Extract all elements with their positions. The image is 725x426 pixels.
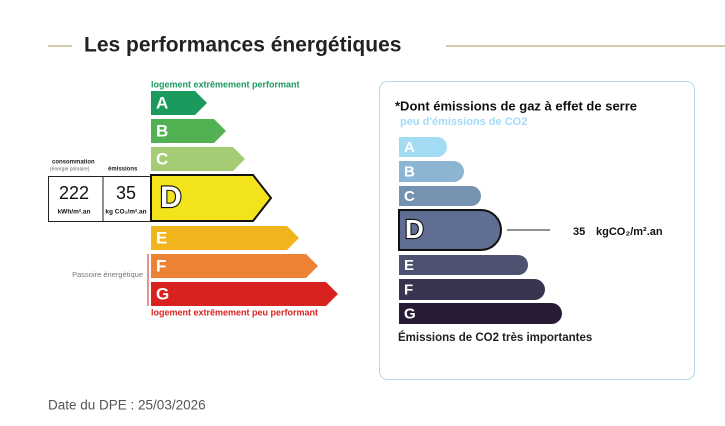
energy-grade-bar xyxy=(150,174,273,222)
ghg-top-label: peu d'émissions de CO2 xyxy=(400,116,527,128)
ghg-grade-bar xyxy=(399,303,562,324)
energy-grade-bar xyxy=(151,282,338,306)
consumption-value: 222 xyxy=(59,183,89,203)
values-box xyxy=(48,176,152,222)
ghg-grade-letter: A xyxy=(404,139,415,156)
energy-bottom-label: logement extrêmement peu performant xyxy=(151,307,318,317)
consumption-unit: kWh/m².an xyxy=(58,209,91,216)
ghg-grade-letter: D xyxy=(405,214,424,244)
energy-grade-bar xyxy=(151,119,226,143)
energy-grade-letter: F xyxy=(156,256,166,275)
ghg-grade-bar xyxy=(399,161,464,182)
ghg-grade-letter: F xyxy=(404,281,413,298)
energy-grade-letter: B xyxy=(156,121,168,140)
energy-grade-letter: G xyxy=(156,284,169,303)
consumption-sub: (énergie primaire) xyxy=(50,166,90,172)
ghg-grade-letter: C xyxy=(404,188,415,205)
energy-grade-letter: E xyxy=(156,228,167,247)
ghg-title: *Dont émissions de gaz à effet de serre xyxy=(395,98,637,113)
ghg-grade-bar xyxy=(399,255,528,275)
ghg-bottom-label: Émissions de CO2 très importantes xyxy=(398,331,592,344)
emissions-unit: kg CO₂/m².an xyxy=(105,209,146,216)
energy-grade-bar xyxy=(151,147,245,171)
ghg-grade-letter: E xyxy=(404,257,414,274)
energy-grade-letter: D xyxy=(160,181,182,214)
energy-grade-letter: C xyxy=(156,149,168,168)
emissions-value: 35 xyxy=(116,183,136,203)
energy-grade-letter: A xyxy=(156,93,168,112)
passoire-label: Passoire énergétique xyxy=(72,270,143,279)
ghg-grade-bar xyxy=(399,137,447,157)
ghg-grade-letter: B xyxy=(404,163,415,180)
energy-grade-bar xyxy=(151,226,299,250)
title: Les performances énergétiques xyxy=(84,34,401,57)
emissions-label: émissions xyxy=(108,167,138,173)
ghg-grade-bar xyxy=(399,186,481,206)
energy-grade-bar xyxy=(151,254,318,278)
ghg-value: 35 xyxy=(573,226,585,238)
dpe-date: Date du DPE : 25/03/2026 xyxy=(48,398,206,413)
consumption-label: consommation xyxy=(52,160,95,166)
ghg-unit: kgCO₂/m².an xyxy=(596,226,663,238)
ghg-grade-letter: G xyxy=(404,305,416,322)
ghg-grade-bar xyxy=(398,209,502,251)
energy-top-label: logement extrêmement performant xyxy=(151,79,300,89)
ghg-grade-bar xyxy=(399,279,545,300)
energy-grade-bar xyxy=(151,91,207,115)
